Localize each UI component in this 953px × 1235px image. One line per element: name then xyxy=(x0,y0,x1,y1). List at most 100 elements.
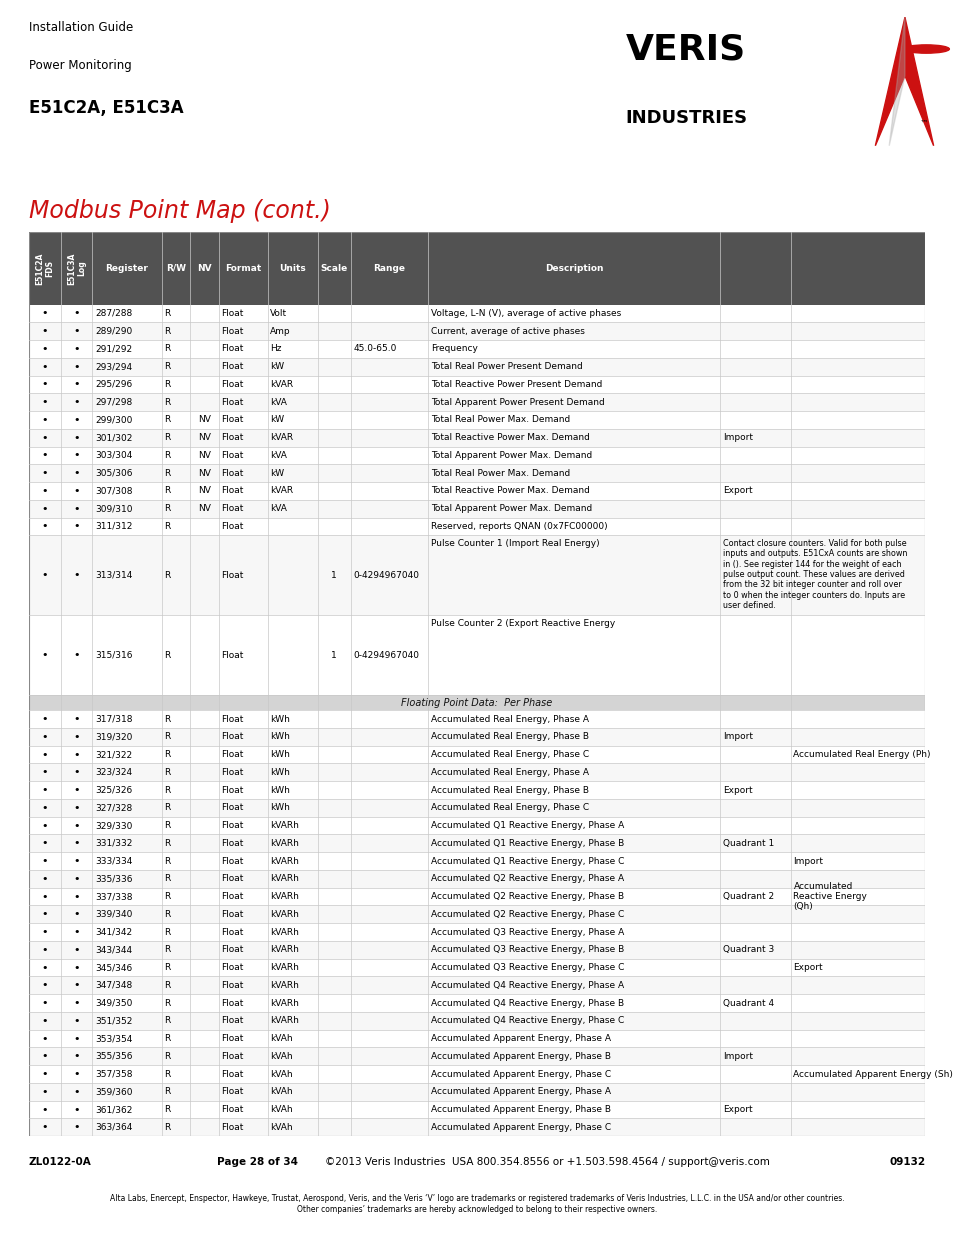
Text: •: • xyxy=(73,839,80,848)
Text: •: • xyxy=(41,998,48,1008)
Text: kWh: kWh xyxy=(270,750,290,760)
Text: •: • xyxy=(41,839,48,848)
Text: Float: Float xyxy=(221,732,243,741)
FancyBboxPatch shape xyxy=(29,941,924,958)
Text: •: • xyxy=(73,732,80,742)
Text: 0-4294967040: 0-4294967040 xyxy=(353,571,418,579)
Text: 357/358: 357/358 xyxy=(95,1070,132,1078)
Text: R: R xyxy=(164,981,171,989)
Text: R: R xyxy=(164,345,171,353)
Text: •: • xyxy=(41,326,48,336)
Text: Accumulated Apparent Energy, Phase B: Accumulated Apparent Energy, Phase B xyxy=(431,1052,610,1061)
FancyBboxPatch shape xyxy=(29,1083,924,1100)
Text: R: R xyxy=(164,857,171,866)
Text: kWh: kWh xyxy=(270,715,290,724)
Text: Accumulated Q3 Reactive Energy, Phase A: Accumulated Q3 Reactive Energy, Phase A xyxy=(431,927,623,936)
Text: 293/294: 293/294 xyxy=(95,362,132,372)
FancyBboxPatch shape xyxy=(29,799,924,816)
Text: E51C2A, E51C3A: E51C2A, E51C3A xyxy=(29,99,183,117)
Text: Current, average of active phases: Current, average of active phases xyxy=(431,326,584,336)
Text: Accumulated Q4 Reactive Energy, Phase A: Accumulated Q4 Reactive Energy, Phase A xyxy=(431,981,623,989)
Text: •: • xyxy=(73,571,80,580)
Text: kWh: kWh xyxy=(270,785,290,794)
FancyBboxPatch shape xyxy=(29,375,924,393)
Text: kVARh: kVARh xyxy=(270,857,299,866)
Text: 347/348: 347/348 xyxy=(95,981,132,989)
Text: 353/354: 353/354 xyxy=(95,1034,132,1044)
Text: 287/288: 287/288 xyxy=(95,309,132,317)
Text: NV: NV xyxy=(197,433,211,442)
Text: R: R xyxy=(164,999,171,1008)
Text: Accumulated Q3 Reactive Energy, Phase C: Accumulated Q3 Reactive Energy, Phase C xyxy=(431,963,623,972)
Text: Float: Float xyxy=(221,768,243,777)
FancyBboxPatch shape xyxy=(29,305,924,322)
Text: Export: Export xyxy=(721,487,752,495)
Text: Accumulated Q2 Reactive Energy, Phase B: Accumulated Q2 Reactive Energy, Phase B xyxy=(431,892,623,902)
Text: Format: Format xyxy=(225,264,261,273)
Text: R: R xyxy=(164,451,171,459)
Text: NV: NV xyxy=(197,487,211,495)
Text: 361/362: 361/362 xyxy=(95,1105,132,1114)
Text: Register: Register xyxy=(106,264,149,273)
FancyBboxPatch shape xyxy=(29,1066,924,1083)
FancyBboxPatch shape xyxy=(29,905,924,924)
Text: •: • xyxy=(73,504,80,514)
FancyBboxPatch shape xyxy=(29,782,924,799)
Text: 307/308: 307/308 xyxy=(95,487,132,495)
Text: Accumulated Real Energy, Phase C: Accumulated Real Energy, Phase C xyxy=(431,750,588,760)
Text: 317/318: 317/318 xyxy=(95,715,132,724)
Text: Accumulated Real Energy (Ph): Accumulated Real Energy (Ph) xyxy=(793,750,930,760)
Text: Float: Float xyxy=(221,651,243,659)
Text: •: • xyxy=(73,1051,80,1061)
Text: kW: kW xyxy=(270,468,284,478)
Text: Float: Float xyxy=(221,1087,243,1097)
Text: Float: Float xyxy=(221,874,243,883)
FancyBboxPatch shape xyxy=(29,695,924,710)
Text: Quadrant 3: Quadrant 3 xyxy=(721,945,773,955)
Text: 313/314: 313/314 xyxy=(95,571,132,579)
Text: •: • xyxy=(41,379,48,389)
Text: Float: Float xyxy=(221,1070,243,1078)
Text: R: R xyxy=(164,785,171,794)
Text: Float: Float xyxy=(221,963,243,972)
Text: R: R xyxy=(164,468,171,478)
FancyBboxPatch shape xyxy=(29,727,924,746)
Text: •: • xyxy=(73,945,80,955)
Text: 301/302: 301/302 xyxy=(95,433,132,442)
Text: 0-4294967040: 0-4294967040 xyxy=(353,651,418,659)
Text: kVA: kVA xyxy=(270,451,287,459)
Text: Page 28 of 34: Page 28 of 34 xyxy=(216,1157,297,1167)
Text: Float: Float xyxy=(221,927,243,936)
Text: Import: Import xyxy=(721,1052,752,1061)
Text: 351/352: 351/352 xyxy=(95,1016,132,1025)
Text: R: R xyxy=(164,1105,171,1114)
Text: R: R xyxy=(164,1123,171,1131)
Text: Float: Float xyxy=(221,892,243,902)
Text: VERIS: VERIS xyxy=(625,32,745,67)
Text: Import: Import xyxy=(793,857,822,866)
Text: Hz: Hz xyxy=(270,345,281,353)
Text: •: • xyxy=(41,945,48,955)
Text: Export: Export xyxy=(721,785,752,794)
Text: Units: Units xyxy=(279,264,306,273)
Text: R: R xyxy=(164,892,171,902)
Text: •: • xyxy=(73,892,80,902)
FancyBboxPatch shape xyxy=(29,710,924,727)
Text: Float: Float xyxy=(221,715,243,724)
Text: •: • xyxy=(41,803,48,813)
Text: R: R xyxy=(164,415,171,425)
Text: Float: Float xyxy=(221,1123,243,1131)
Text: R: R xyxy=(164,309,171,317)
Text: •: • xyxy=(73,432,80,442)
Text: 297/298: 297/298 xyxy=(95,398,132,406)
Text: •: • xyxy=(41,820,48,830)
Text: •: • xyxy=(73,485,80,496)
FancyBboxPatch shape xyxy=(29,835,924,852)
Text: kVARh: kVARh xyxy=(270,821,299,830)
Text: 335/336: 335/336 xyxy=(95,874,132,883)
FancyBboxPatch shape xyxy=(29,1030,924,1047)
Text: •: • xyxy=(73,451,80,461)
Text: Contact closure counters. Valid for both pulse
inputs and outputs. E51CxA counts: Contact closure counters. Valid for both… xyxy=(721,538,906,610)
Text: 343/344: 343/344 xyxy=(95,945,132,955)
Text: kVARh: kVARh xyxy=(270,892,299,902)
